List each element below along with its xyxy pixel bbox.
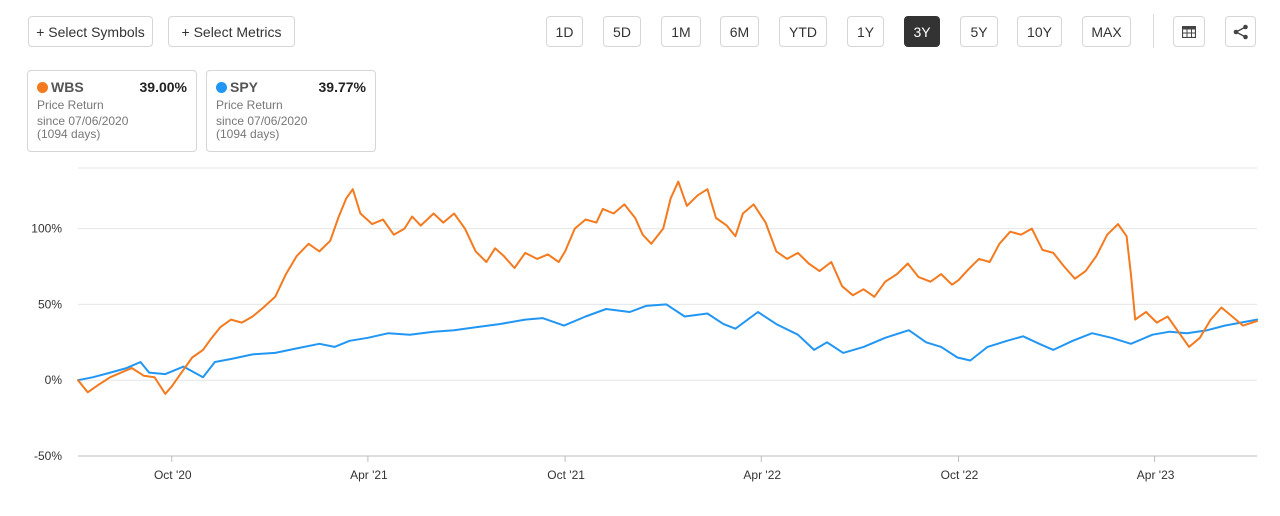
y-tick-label: -50%	[34, 449, 62, 463]
x-tick-label: Oct '22	[941, 468, 979, 482]
range-1d-button[interactable]: 1D	[546, 16, 583, 47]
range-1m-button[interactable]: 1M	[661, 16, 701, 47]
card-value: 39.00%	[139, 79, 187, 95]
card-metric: Price Return	[37, 98, 104, 112]
range-3y-button[interactable]: 3Y	[904, 16, 940, 47]
x-tick-label: Oct '21	[547, 468, 585, 482]
range-6m-button[interactable]: 6M	[720, 16, 759, 47]
share-button[interactable]	[1225, 16, 1256, 47]
series-color-dot	[37, 81, 48, 93]
toolbar-divider	[1153, 14, 1154, 48]
card-symbol: WBS	[51, 79, 84, 95]
y-tick-label: 50%	[38, 297, 62, 311]
select-symbols-button[interactable]: + Select Symbols	[28, 16, 153, 47]
symbol-card-spy[interactable]: SPY 39.77% Price Return since 07/06/2020…	[206, 70, 376, 152]
y-tick-label: 0%	[45, 373, 63, 387]
x-tick-label: Apr '23	[1137, 468, 1175, 482]
range-10y-button[interactable]: 10Y	[1017, 16, 1062, 47]
card-value: 39.77%	[318, 79, 366, 95]
range-5d-button[interactable]: 5D	[603, 16, 641, 47]
series-color-dot	[216, 81, 227, 93]
price-return-chart[interactable]: -50% 0% 50% 100% Oct '20 Apr '21 Oct '21 Apr '2…	[0, 160, 1280, 516]
x-tick-label: Apr '21	[350, 468, 388, 482]
range-max-button[interactable]: MAX	[1082, 16, 1131, 47]
x-tick-label: Apr '22	[743, 468, 781, 482]
symbol-card-wbs[interactable]: WBS 39.00% Price Return since 07/06/2020…	[27, 70, 197, 152]
table-view-button[interactable]	[1173, 16, 1205, 47]
series-line-spy[interactable]	[77, 303, 1258, 382]
select-metrics-button[interactable]: + Select Metrics	[168, 16, 295, 47]
x-tick-label: Oct '20	[154, 468, 192, 482]
y-tick-label: 100%	[31, 222, 62, 236]
share-icon	[1233, 24, 1248, 39]
card-symbol: SPY	[230, 79, 259, 95]
range-5y-button[interactable]: 5Y	[960, 16, 998, 47]
card-days: (1094 days)	[37, 127, 101, 141]
card-since: since 07/06/2020	[216, 114, 308, 128]
card-days: (1094 days)	[216, 127, 280, 141]
range-1y-button[interactable]: 1Y	[847, 16, 884, 47]
range-ytd-button[interactable]: YTD	[779, 16, 827, 47]
card-since: since 07/06/2020	[37, 114, 129, 128]
table-icon	[1182, 25, 1196, 38]
series-line-wbs[interactable]	[77, 180, 1258, 395]
card-metric: Price Return	[216, 98, 283, 112]
